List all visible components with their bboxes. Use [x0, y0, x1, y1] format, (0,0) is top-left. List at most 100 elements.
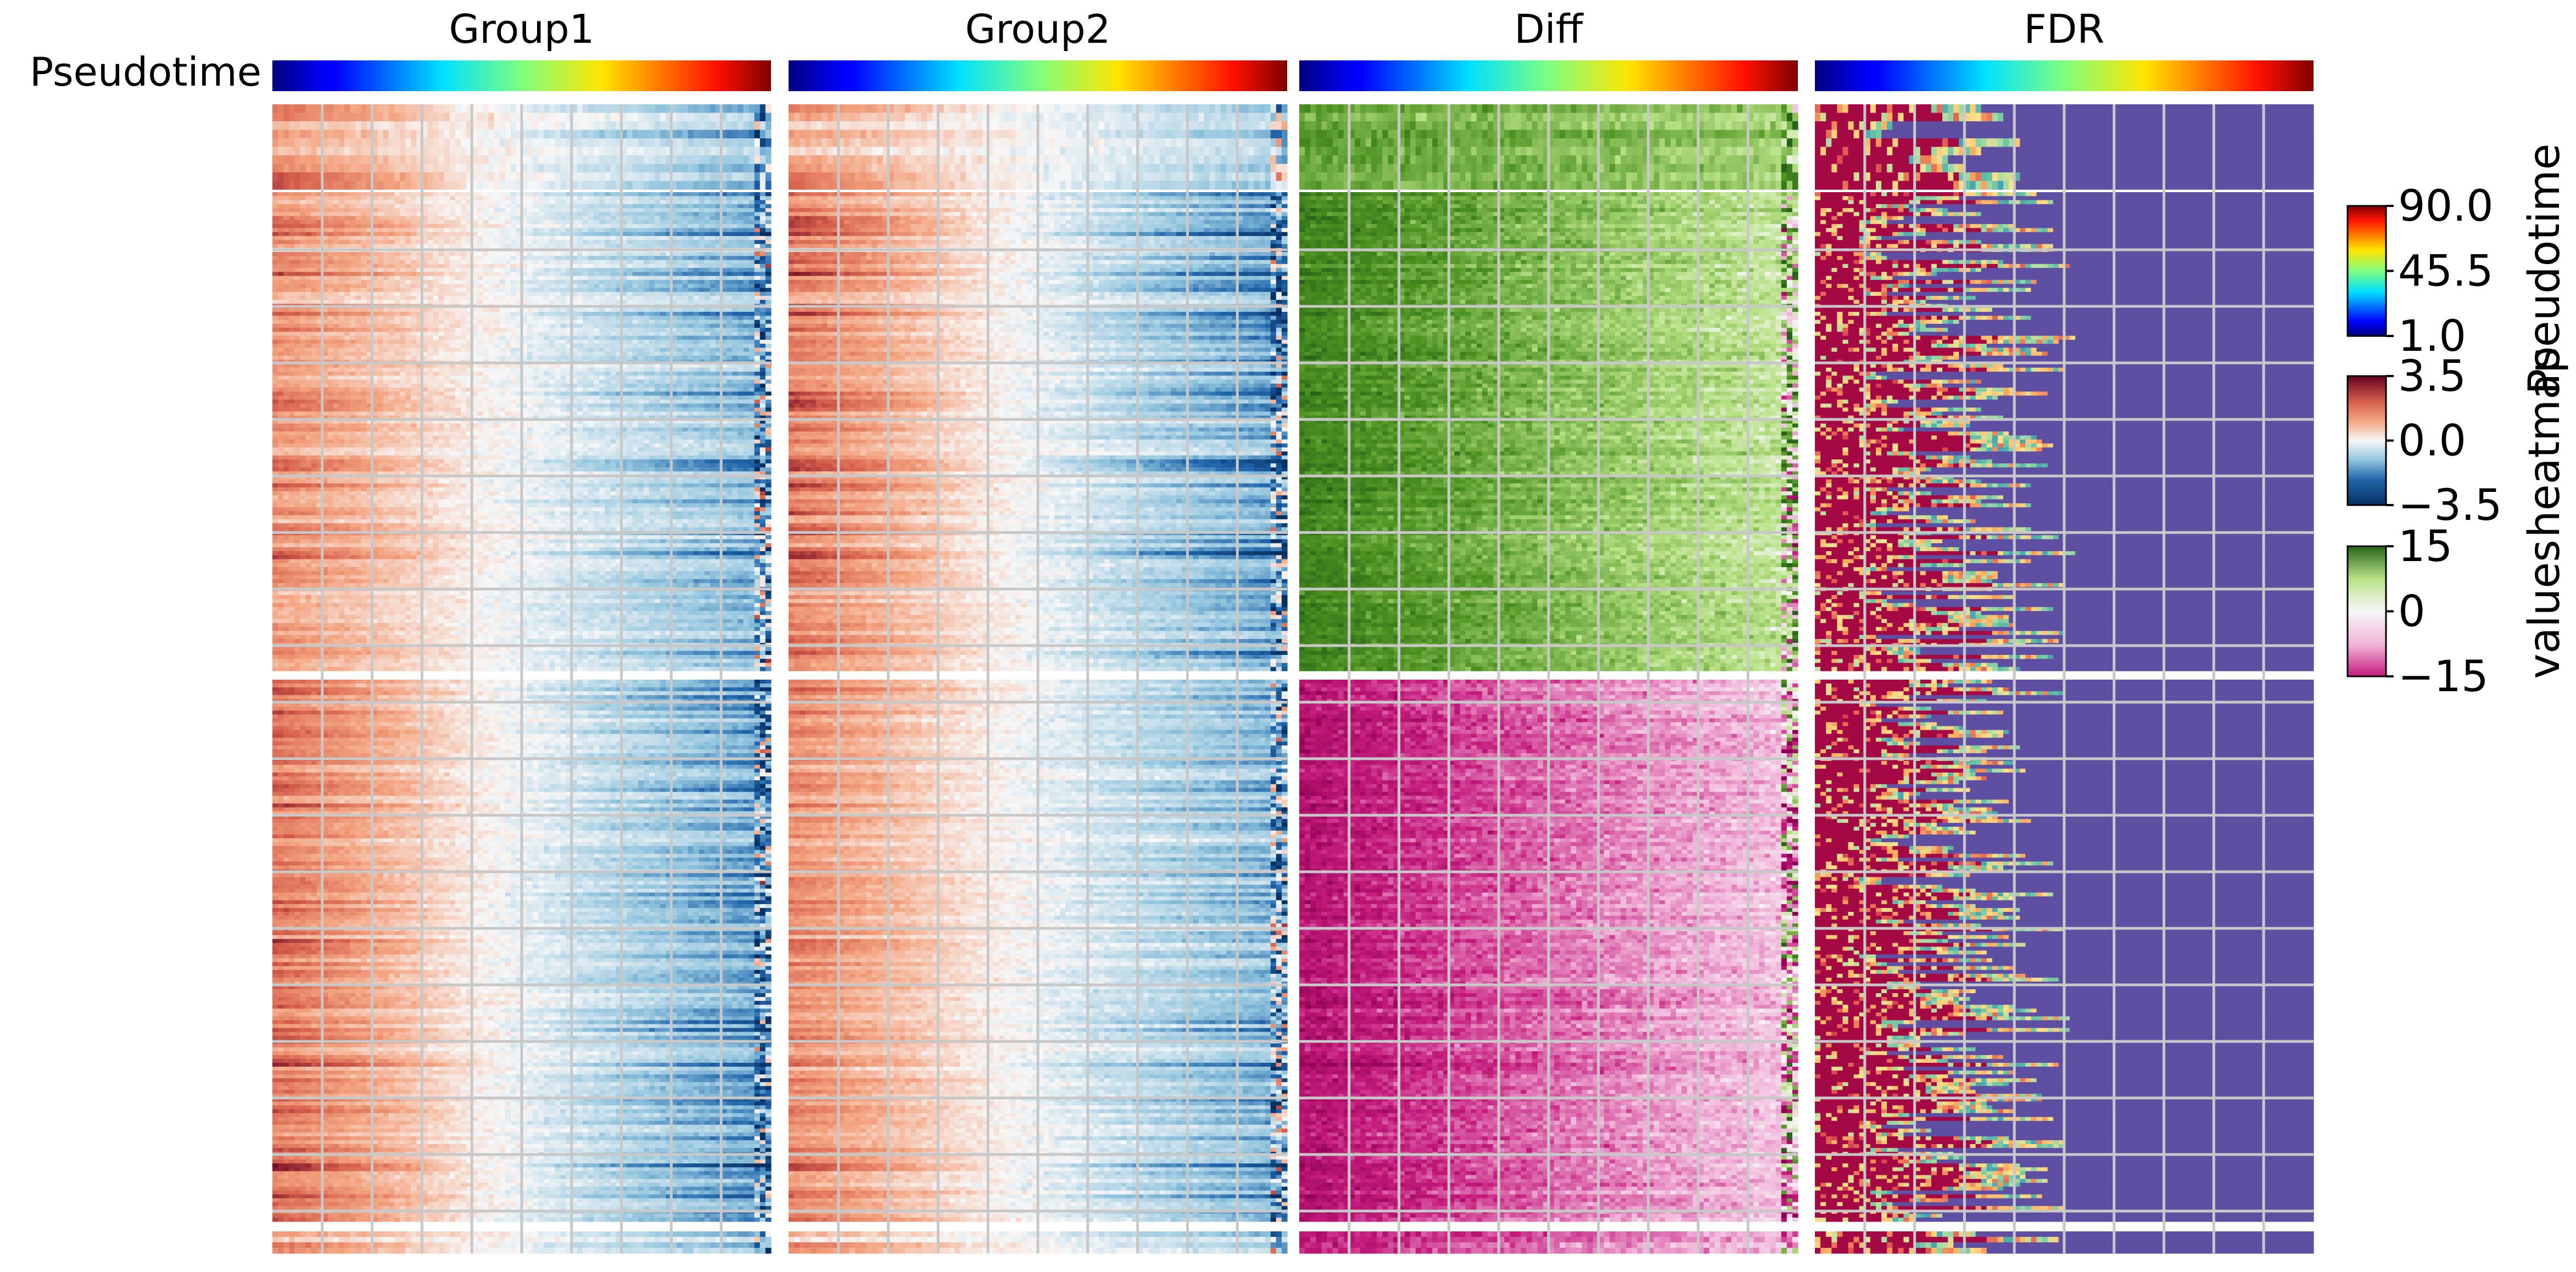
heatmap-row [272, 635, 2314, 640]
heatmap-row [272, 1005, 2314, 1009]
heatmap-row [272, 1121, 2314, 1125]
heatmap-row [272, 955, 2314, 959]
heatmap-row [272, 722, 2314, 727]
row-cluster-3 [272, 680, 2314, 1222]
heatmap-row [272, 551, 2314, 556]
row-cluster-1 [272, 104, 2314, 190]
heatmap-row [272, 1071, 2314, 1075]
heatmap-row [272, 707, 2314, 711]
heatmap-row [272, 881, 2314, 886]
heatmap-row [272, 292, 2314, 296]
heatmap-row [272, 372, 2314, 376]
heatmap-row [272, 1020, 2314, 1024]
panel-title-diff: Diff [1514, 6, 1583, 52]
heatmap-row [272, 300, 2314, 304]
heatmap-row [272, 1237, 2314, 1243]
heatmap-row [272, 320, 2314, 324]
heatmap-row [272, 1163, 2314, 1168]
heatmap-row [272, 997, 2314, 1001]
heatmap-row [272, 1156, 2314, 1160]
heatmap-row [272, 1016, 2314, 1021]
heatmap-row [272, 978, 2314, 982]
heatmap-row [272, 962, 2314, 967]
heatmap-row [272, 595, 2314, 599]
heatmap-row [272, 639, 2314, 643]
heatmap-row [272, 1167, 2314, 1172]
heatmap-row [272, 931, 2314, 935]
heatmap-row [272, 834, 2314, 839]
heatmap-row [272, 244, 2314, 248]
heatmap-row [272, 1101, 2314, 1106]
heatmap-row [272, 1067, 2314, 1071]
heatmap-row [272, 236, 2314, 240]
heatmap-row [272, 407, 2314, 412]
heatmap-row [272, 1110, 2314, 1114]
heatmap-row [272, 603, 2314, 607]
heatmap-row [272, 440, 2314, 444]
heatmap-row [272, 479, 2314, 484]
heatmap-row [272, 555, 2314, 559]
heatmap-row [272, 1036, 2314, 1040]
heatmap-row [272, 631, 2314, 635]
heatmap-row [272, 147, 2314, 156]
heatmap-row [272, 1183, 2314, 1187]
heatmap-row [272, 400, 2314, 404]
heatmap-row [272, 1148, 2314, 1152]
heatmap-row [272, 113, 2314, 122]
heatmap-row [272, 916, 2314, 920]
heatmap-row [272, 769, 2314, 773]
heatmap-row [272, 523, 2314, 528]
heatmap-row [272, 200, 2314, 205]
heatmap-row [272, 912, 2314, 916]
heatmap-row [272, 252, 2314, 256]
heatmap-row [272, 808, 2314, 812]
heatmap-row [272, 627, 2314, 631]
heatmap-row [272, 384, 2314, 388]
heatmap-row [272, 268, 2314, 272]
heatmap-row [272, 792, 2314, 796]
heatmap-row [272, 535, 2314, 540]
heatmap-row [272, 155, 2314, 164]
heatmap-row [272, 738, 2314, 742]
heatmap-row [272, 1214, 2314, 1218]
pseudotime-annotation [272, 60, 2314, 91]
heatmap-row [272, 946, 2314, 951]
heatmap-row [272, 130, 2314, 139]
heatmap-row [272, 920, 2314, 924]
heatmap-row [272, 348, 2314, 352]
row-cluster-2 [272, 192, 2314, 671]
heatmap-row [272, 1133, 2314, 1137]
heatmap-row [272, 667, 2314, 671]
heatmap-row [272, 1063, 2314, 1067]
heatmap-row [272, 388, 2314, 392]
panel-title-group1: Group1 [449, 6, 594, 52]
heatmap-row [272, 212, 2314, 216]
heatmap-row [272, 256, 2314, 260]
heatmap-row [272, 858, 2314, 862]
heatmap-row [272, 363, 2314, 368]
heatmap-row [272, 1055, 2314, 1060]
heatmap-row [272, 396, 2314, 400]
heatmap-row [272, 487, 2314, 492]
heatmap-row [272, 687, 2314, 692]
heatmap-row [272, 772, 2314, 777]
heatmap-row [272, 854, 2314, 858]
heatmap-row [272, 1106, 2314, 1110]
heatmap-row [272, 519, 2314, 524]
heatmap-row [272, 1159, 2314, 1164]
heatmap-row [272, 1012, 2314, 1017]
heatmap-row [272, 352, 2314, 356]
heatmap-row [272, 970, 2314, 974]
heatmap-row [272, 404, 2314, 408]
heatmap-row [272, 1231, 2314, 1237]
heatmap-row [272, 1179, 2314, 1183]
heatmap-row [272, 695, 2314, 699]
heatmap-row [272, 444, 2314, 448]
heatmap-row [272, 1001, 2314, 1005]
heatmap-row [272, 308, 2314, 312]
heatmap-row [272, 796, 2314, 800]
heatmap-row [272, 567, 2314, 571]
heatmap-row [272, 607, 2314, 612]
